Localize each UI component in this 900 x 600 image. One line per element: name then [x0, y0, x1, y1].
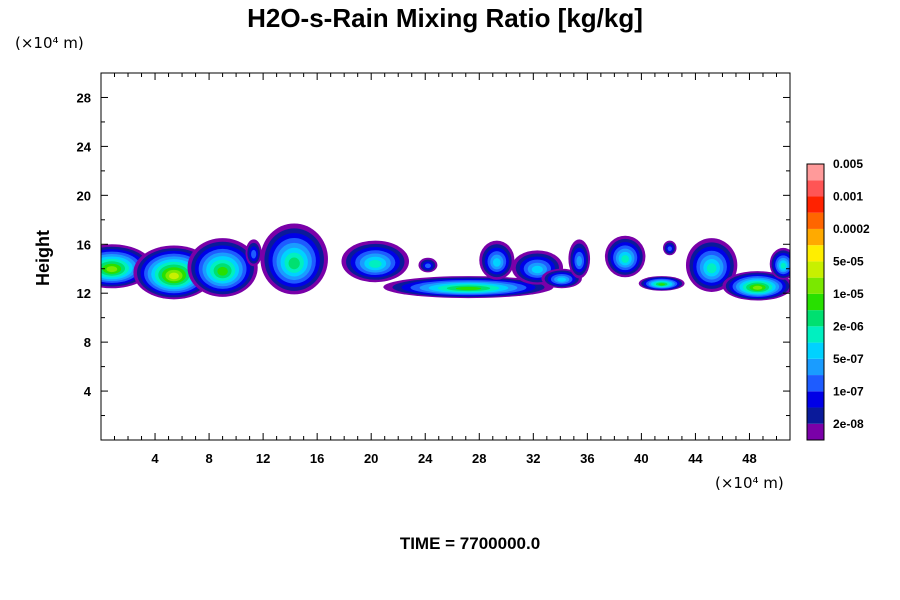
contour-cell-14-level-3	[667, 246, 672, 252]
colorbar-label: 0.001	[833, 189, 863, 203]
y-tick-label: 12	[77, 286, 91, 301]
colorbar-swatch	[807, 261, 824, 278]
colorbar-swatch	[807, 407, 824, 424]
x-tick-label: 12	[256, 451, 270, 466]
colorbar-label: 2e-08	[833, 417, 864, 431]
x-tick-label: 8	[205, 451, 212, 466]
colorbar-label: 2e-06	[833, 319, 864, 333]
y-tick-label: 20	[77, 188, 91, 203]
colorbar-swatch	[807, 310, 824, 327]
contour-cell-11-level-4	[576, 256, 583, 267]
colorbar: 2e-08 1e-07 5e-07 2e-06 1e-05 5e-05 0.0002 0.00…	[806, 157, 870, 441]
contour-cell-4-level-3	[251, 249, 257, 259]
x-tick-label: 24	[418, 451, 433, 466]
y-tick-label: 16	[77, 237, 91, 252]
colorbar-label: 5e-05	[833, 254, 864, 268]
colorbar-swatch	[807, 342, 824, 359]
y-tick-label: 24	[77, 139, 92, 154]
colorbar-swatch	[807, 164, 824, 181]
colorbar-swatch	[807, 293, 824, 311]
contour-cell-5-level-6	[368, 259, 382, 268]
colorbar-swatch	[807, 277, 824, 294]
x-tick-label: 16	[310, 451, 324, 466]
plot-frame	[100, 72, 791, 441]
contour-cell-8-level-5	[492, 258, 501, 267]
colorbar-swatch	[807, 391, 824, 408]
colorbar-frame	[806, 163, 825, 441]
y-tick-label: 4	[84, 384, 92, 399]
contour-cell-6-level-3	[424, 263, 431, 269]
contour-cell-13-level-8	[658, 283, 666, 286]
contour-cell-17-level-6	[780, 262, 786, 269]
contour-cell-7-level-8	[455, 286, 482, 291]
contour-cell-10-level-5	[557, 277, 567, 282]
contour-layer	[101, 223, 790, 301]
contour-field	[101, 223, 790, 301]
x-tick-label: 4	[151, 451, 159, 466]
colorbar-swatch	[807, 245, 824, 262]
contour-cell-2-level-8	[217, 266, 228, 276]
y-axis-label: Height	[33, 230, 53, 286]
colorbar-swatch	[807, 228, 824, 246]
contour-cell-16-level-9	[752, 285, 763, 290]
contour-cell-15-level-6	[706, 263, 717, 274]
colorbar-swatch	[807, 375, 824, 392]
x-tick-label: 36	[580, 451, 594, 466]
x-tick-label: 28	[472, 451, 486, 466]
colorbar-swatch	[807, 423, 824, 440]
colorbar-label: 1e-05	[833, 287, 864, 301]
colorbar-swatch	[807, 180, 824, 197]
colorbar-label: 1e-07	[833, 384, 864, 398]
colorbar-swatch	[807, 358, 824, 376]
chart-title: H2O-s-Rain Mixing Ratio [kg/kg]	[247, 3, 643, 33]
contour-cell-9-level-5	[531, 265, 543, 274]
y-tick-label: 8	[84, 335, 91, 350]
y-tick-label: 28	[77, 90, 91, 105]
x-tick-label: 44	[688, 451, 703, 466]
colorbar-label: 0.0002	[833, 222, 870, 236]
x-tick-label: 32	[526, 451, 540, 466]
x-tick-label: 48	[742, 451, 756, 466]
colorbar-swatch	[807, 326, 824, 343]
colorbar-swatch	[807, 212, 824, 229]
contour-cell-0-level-9	[106, 266, 118, 273]
contour-cell-1-level-10	[168, 272, 179, 280]
time-label: TIME = 7700000.0	[400, 534, 540, 553]
x-axis-unit: (×10⁴ m)	[715, 474, 784, 492]
colorbar-label: 0.005	[833, 157, 863, 171]
y-axis-unit: (×10⁴ m)	[15, 34, 84, 52]
x-tick-label: 20	[364, 451, 378, 466]
colorbar-swatch	[807, 196, 824, 213]
x-tick-label: 40	[634, 451, 648, 466]
contour-cell-12-level-6	[621, 255, 630, 263]
contour-cell-3-level-7	[288, 257, 300, 270]
colorbar-label: 5e-07	[833, 352, 864, 366]
